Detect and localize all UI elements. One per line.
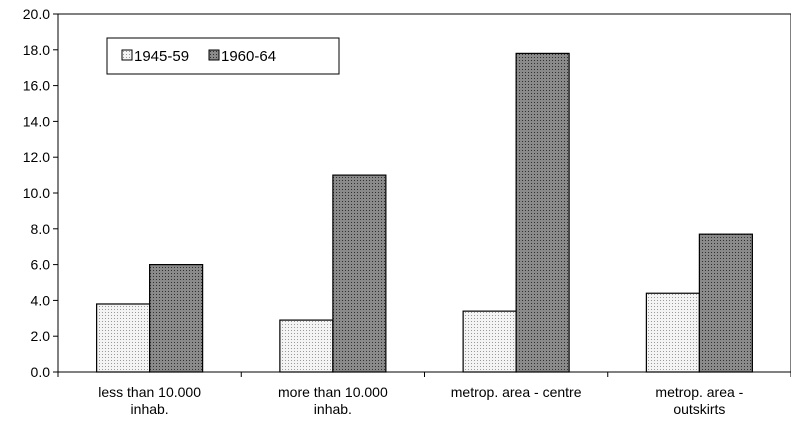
legend-label-1945-59: 1945-59 [134,48,189,65]
x-category-label-line: inhab. [131,401,169,417]
x-category-label: more than 10.000 inhab. [278,384,388,417]
y-tick-label: 12.0 [23,149,50,165]
x-category-label-line: metrop. area - [655,384,743,400]
legend-box [106,37,340,75]
x-category-label-line: metrop. area - centre [451,384,582,400]
x-category-label-line: inhab. [314,401,352,417]
y-tick-label: 0.0 [31,364,51,380]
y-tick-label: 8.0 [31,221,51,237]
y-tick-label: 14.0 [23,113,50,129]
legend: 1945-59 1960-64 [106,37,340,75]
x-category-label-line: more than 10.000 [278,384,388,400]
y-axis: 0.0 2.0 4.0 6.0 8.0 10.0 12.0 14.0 16.0 18.0 20.0 [23,6,58,380]
bar-1945-59-2 [462,310,517,373]
y-tick-label: 6.0 [31,257,51,273]
bar-1960-64-3 [698,233,753,373]
legend-swatch-1945-59 [121,49,133,61]
bars [96,52,753,373]
y-tick-label: 10.0 [23,185,50,201]
x-category-label-line: outskirts [673,401,725,417]
legend-swatch-1960-64 [208,49,220,61]
bar-1960-64-0 [149,264,204,373]
x-category-label: metrop. area - centre [451,384,582,400]
x-category-label-line: less than 10.000 [98,384,201,400]
y-tick-label: 16.0 [23,78,50,94]
bar-1960-64-2 [515,52,570,373]
y-tick-label: 2.0 [31,328,51,344]
y-tick-label: 18.0 [23,42,50,58]
y-tick-label: 20.0 [23,6,50,22]
bar-1945-59-1 [279,319,334,373]
x-axis: less than 10.000 inhab.more than 10.000 in… [57,372,791,417]
bar-1945-59-0 [96,303,151,373]
legend-label-1960-64: 1960-64 [221,48,276,65]
x-category-label: less than 10.000 inhab. [98,384,201,417]
x-category-label: metrop. area -outskirts [655,384,743,417]
y-tick-label: 4.0 [31,292,51,308]
bar-1960-64-1 [332,174,387,373]
bar-1945-59-3 [645,292,700,373]
